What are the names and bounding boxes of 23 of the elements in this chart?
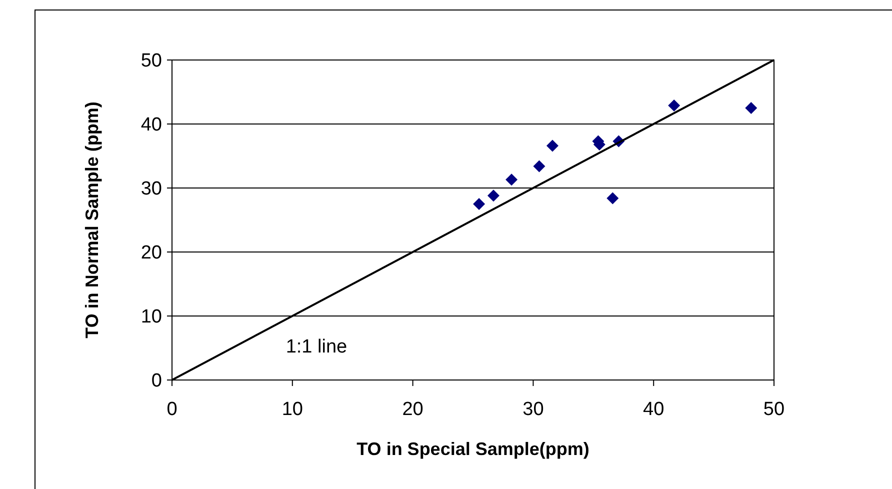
x-tick-label: 0 bbox=[166, 399, 178, 420]
x-tick-label: 50 bbox=[763, 399, 785, 420]
point bbox=[533, 160, 546, 172]
x-tick-label: 20 bbox=[402, 399, 424, 420]
x-tick-label: 30 bbox=[522, 399, 544, 420]
point bbox=[487, 190, 500, 202]
y-tick-label: 10 bbox=[140, 306, 162, 328]
y-tick-label: 30 bbox=[140, 178, 162, 200]
y-tick-label: 0 bbox=[151, 370, 162, 392]
point bbox=[506, 174, 518, 186]
y-tick-label: 20 bbox=[140, 242, 162, 264]
point bbox=[745, 102, 758, 114]
y-tick-label: 40 bbox=[140, 114, 162, 136]
annotation: 1:1 line bbox=[286, 336, 348, 358]
point bbox=[668, 99, 680, 112]
y-axis-title: TO in Normal Sample (ppm) bbox=[82, 102, 102, 338]
point bbox=[546, 140, 558, 152]
point bbox=[473, 198, 486, 210]
x-tick-label: 40 bbox=[643, 399, 664, 420]
y-tick-label: 50 bbox=[140, 50, 162, 72]
point bbox=[606, 192, 619, 204]
x-axis-title: TO in Special Sample(ppm) bbox=[356, 439, 590, 459]
x-tick-label: 10 bbox=[282, 399, 303, 420]
